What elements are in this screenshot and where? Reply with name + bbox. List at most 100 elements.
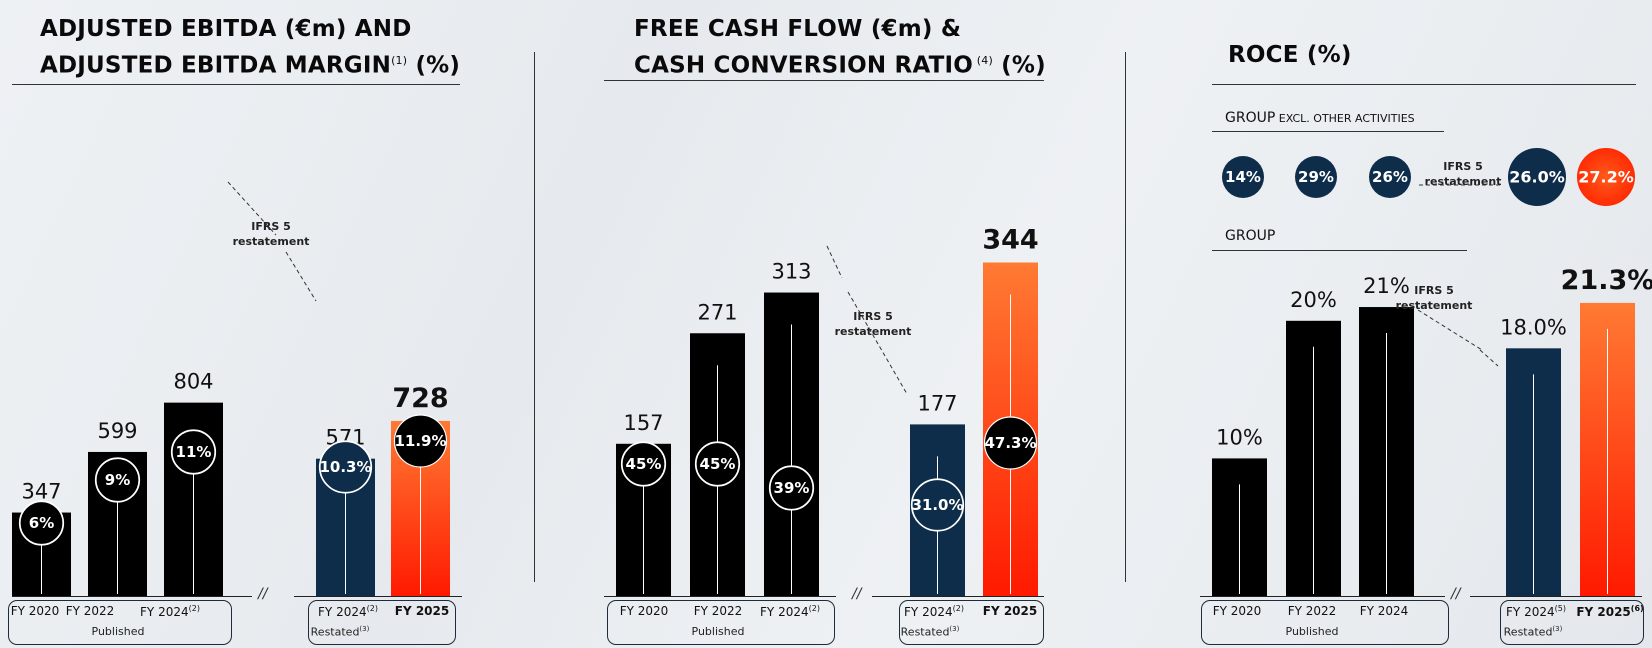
fcf-title-line2: CASH CONVERSION RATIO (4) (%) [634,45,1046,82]
fcf-title-line2-text: CASH CONVERSION RATIO [634,52,974,79]
roce-excl-ifrs-line2: restatement [1425,175,1502,188]
ebitda-group-restated-text: Restated [310,625,360,639]
roce-sub-rule-2 [1212,250,1467,251]
roce-ifrs-connector-bottom [1479,349,1499,367]
ebitda-restated-box [308,600,456,645]
ebitda-category-label-3: FY 2024(2) [140,604,200,619]
ebitda-baseline-right [294,596,462,597]
fcf-title-rule [604,80,1044,81]
ebitda-value-label-1: 347 [21,480,61,504]
fcf-baseline-right [872,596,1044,597]
roce-excl-circle-1 [1222,156,1264,198]
fcf-pct-label-1: 45% [626,455,662,473]
roce-sub1-main: GROUP [1225,110,1276,126]
ebitda-group-published: Published [91,625,145,638]
ebitda-category-label-1: FY 2020 [10,604,60,618]
roce-ifrs-line2: restatement [1396,299,1473,312]
fcf-pct-circle-5 [983,416,1038,470]
ebitda-pct-circle-fill-4 [319,440,372,494]
roce-title-rule [1212,84,1636,85]
ebitda-pct-label-2: 9% [105,471,130,489]
ebitda-ifrs-line1: IFRS 5 [251,220,290,233]
roce-sub-heading-2: GROUP [1225,228,1276,244]
ebitda-group-restated-sup: (3) [359,625,370,633]
fcf-pct-label-2: 45% [700,455,736,473]
fcf-value-label-4: 177 [917,391,957,415]
ebitda-value-label-5: 728 [392,383,448,414]
ebitda-title-sup: (1) [391,54,408,67]
fcf-ifrs-connector-top [826,245,843,279]
ebitda-category-label-4: FY 2024(2) [318,604,378,619]
fcf-title-line1: FREE CASH FLOW (€m) & [634,16,962,42]
ebitda-pct-label-1: 6% [29,514,54,532]
roce-ifrs-line1: IFRS 5 [1414,284,1453,297]
fcf-title-tail: (%) [992,52,1046,79]
fcf-category-label-5: FY 2025 [982,604,1038,618]
ebitda-category-label-5: FY 2025 [394,604,450,618]
ebitda-pct-circle-fill-2 [95,457,140,503]
fcf-category-label-4: FY 2024(2) [904,604,964,619]
roce-group-restated-sup: (3) [1552,625,1563,633]
ebitda-group-restated: Restated(3) [311,625,370,639]
roce-baseline-right [1470,596,1642,597]
roce-group-restated-text: Restated [1503,625,1553,639]
roce-ifrs-connector-top [1417,309,1483,351]
fcf-ifrs-line2: restatement [835,325,912,338]
roce-category-label-2: FY 2022 [1287,604,1337,618]
roce-value-label-5: 21.3% [1561,265,1652,296]
ebitda-pct-circle-5 [393,414,448,468]
fcf-category-label-2: FY 2022 [693,604,743,618]
roce-excl-ifrs-line1: IFRS 5 [1443,160,1482,173]
roce-excl-circle-2 [1295,156,1337,198]
fcf-restated-box [899,600,1044,645]
roce-sub-heading-1: GROUP EXCL. OTHER ACTIVITIES [1225,110,1415,126]
ebitda-pct-label-3: 11% [176,443,212,461]
roce-excl-label-1: 14% [1225,168,1261,186]
fcf-pct-label-4: 31.0% [911,496,963,514]
fcf-group-restated-text: Restated [900,625,950,639]
fcf-pct-circle-fill-2 [695,441,740,487]
ebitda-title-rule [12,84,460,85]
fcf-pct-label-5: 47.3% [984,434,1036,452]
roce-sub-rule-1 [1212,131,1444,132]
roce-axis-break: // [1451,586,1461,602]
roce-category-label-4: FY 2024(5) [1506,604,1566,619]
ebitda-value-label-3: 804 [173,370,213,394]
fcf-pct-circle-fill-1 [621,441,666,487]
roce-excl-label-2: 29% [1298,168,1334,186]
fcf-value-label-5: 344 [982,224,1038,255]
ebitda-pct-label-5: 11.9% [394,432,446,450]
separator-left [534,52,535,582]
roce-excl-circle-4 [1508,148,1566,206]
separator-right [1125,52,1126,582]
fcf-pct-circle-fill-3 [769,465,814,511]
roce-excl-circle-3 [1369,156,1411,198]
roce-sub1-small: EXCL. OTHER ACTIVITIES [1275,112,1415,125]
fcf-axis-break: // [852,586,862,602]
ebitda-value-label-2: 599 [97,419,137,443]
roce-category-label-5: FY 2025(6) [1576,604,1644,619]
roce-category-label-1: FY 2020 [1212,604,1262,618]
ebitda-title-tail: (%) [407,52,461,79]
roce-excl-label-4: 26.0% [1509,168,1565,187]
ebitda-pct-circle-fill-3 [171,429,216,475]
roce-category-label-3: FY 2024 [1359,604,1409,618]
roce-group-published: Published [1285,625,1339,638]
fcf-baseline-left [604,596,836,597]
fcf-category-label-3: FY 2024(2) [760,604,820,619]
ebitda-pct-label-4: 10.3% [319,458,371,476]
ebitda-ifrs-connector-bottom [285,251,317,302]
fcf-pct-label-3: 39% [774,479,810,497]
ebitda-title-line1: ADJUSTED EBITDA (€m) AND [40,16,412,42]
fcf-title-sup: (4) [973,54,993,67]
roce-baseline-left [1200,596,1445,597]
fcf-pct-circle-fill-4 [911,478,964,532]
roce-group-restated: Restated(3) [1504,625,1563,639]
fcf-value-label-2: 271 [697,300,737,324]
fcf-published-box [607,600,835,645]
ebitda-category-label-2: FY 2022 [65,604,115,618]
fcf-group-restated: Restated(3) [901,625,960,639]
ebitda-ifrs-connector-top [227,181,277,236]
